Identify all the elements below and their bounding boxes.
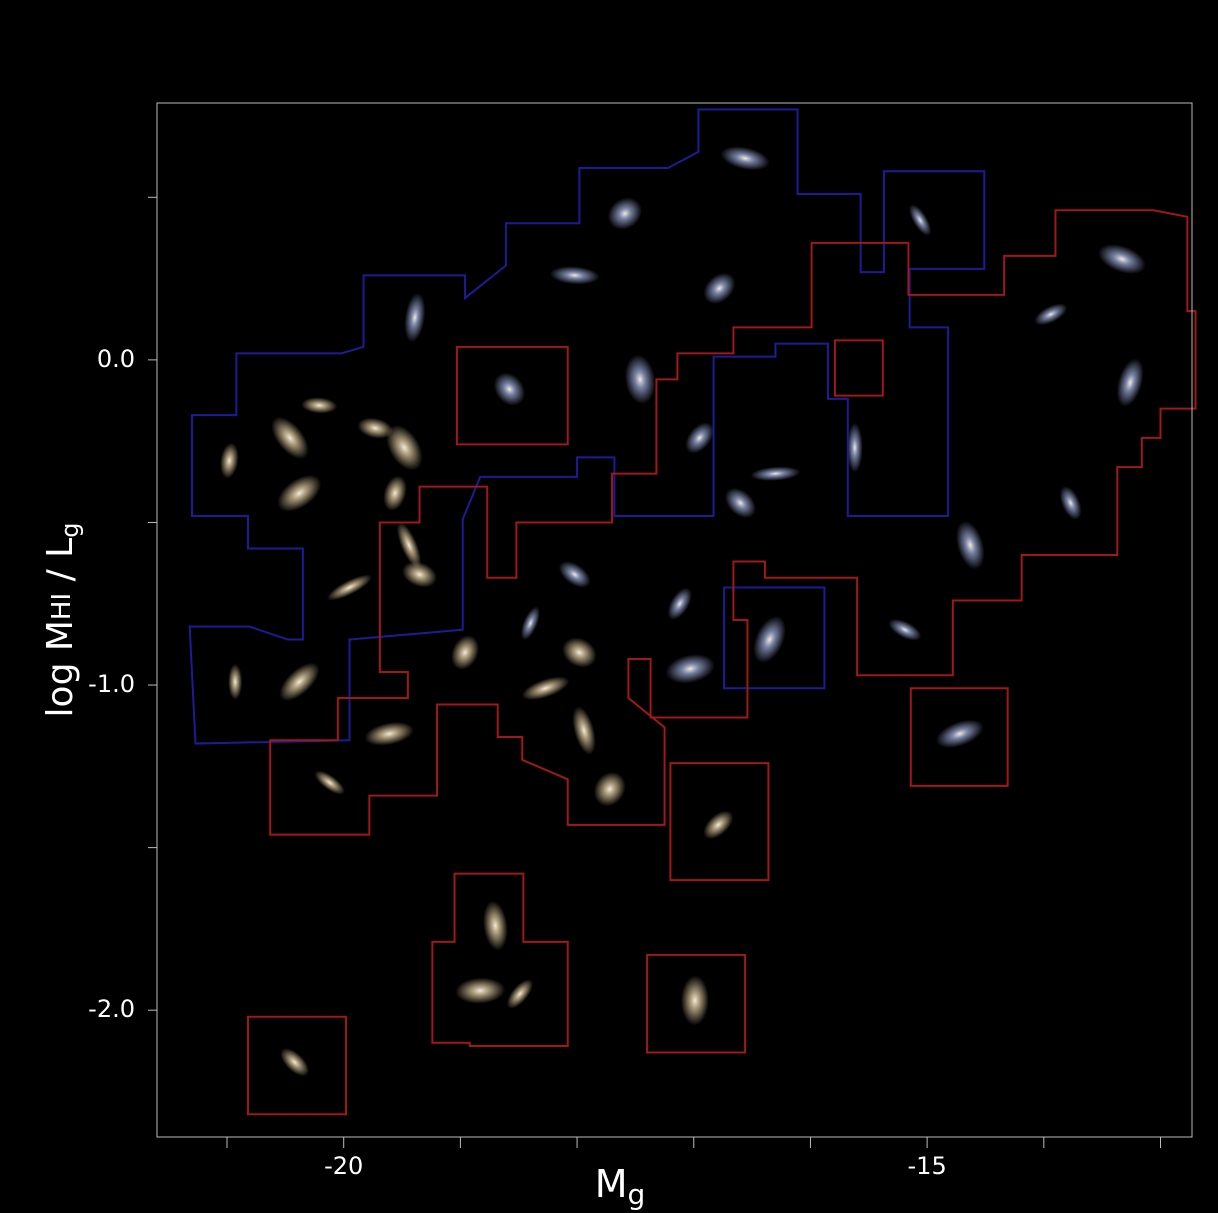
galaxy — [753, 615, 786, 664]
galaxy — [301, 397, 338, 414]
galaxy — [383, 475, 407, 511]
y-axis-label: log MHI / Lg — [40, 523, 84, 718]
galaxy — [685, 422, 714, 454]
y-label-part: / L — [40, 538, 81, 593]
galaxy — [667, 587, 692, 620]
galaxy — [549, 266, 600, 285]
galaxy — [1059, 486, 1082, 520]
outline — [833, 339, 884, 397]
galaxy — [703, 272, 736, 304]
galaxy — [455, 977, 506, 1004]
plot-frame — [156, 102, 1193, 1138]
galaxy — [593, 771, 626, 807]
galaxy — [402, 561, 437, 588]
galaxy — [888, 618, 922, 641]
outline — [269, 209, 1197, 836]
galaxy — [386, 424, 423, 471]
y-label-part: log M — [40, 620, 81, 717]
galaxy — [935, 719, 984, 748]
galaxy — [720, 146, 770, 171]
y-label-part: g — [56, 523, 84, 538]
outline — [646, 953, 747, 1054]
galaxy — [607, 197, 642, 230]
galaxy — [493, 372, 526, 406]
galaxy — [1034, 303, 1068, 326]
outline — [723, 586, 826, 690]
galaxy — [506, 979, 533, 1009]
galaxy — [280, 1048, 310, 1077]
x-label-sub: g — [628, 1178, 646, 1211]
plot-area — [188, 108, 1197, 1116]
galaxy — [364, 722, 414, 746]
galaxy — [665, 654, 715, 684]
y-tick-label: -2.0 — [88, 995, 135, 1023]
y-label-part: HI — [47, 593, 77, 620]
galaxy — [1116, 358, 1144, 407]
x-tick-label: -20 — [324, 1152, 363, 1180]
galaxy — [314, 770, 345, 795]
outline — [669, 762, 770, 882]
y-tick-label: -1.0 — [88, 670, 135, 698]
galaxy — [271, 416, 309, 459]
galaxy — [451, 635, 480, 670]
galaxy — [228, 663, 243, 700]
galaxy — [956, 520, 985, 570]
galaxy — [357, 417, 393, 439]
galaxy — [521, 676, 570, 701]
galaxy — [404, 292, 426, 343]
galaxy — [277, 474, 322, 512]
galaxy — [724, 487, 756, 519]
galaxy — [220, 442, 239, 479]
galaxy — [750, 466, 801, 481]
galaxy — [558, 561, 591, 588]
galaxy — [483, 900, 508, 951]
galaxy — [279, 662, 320, 701]
galaxy — [562, 637, 597, 668]
galaxy — [572, 706, 596, 755]
outline — [431, 872, 569, 1047]
outline — [909, 687, 1009, 787]
galaxy — [909, 204, 932, 236]
x-label-main: M — [595, 1162, 628, 1206]
outline — [247, 1015, 348, 1116]
galaxy — [846, 422, 863, 473]
x-tick-label: -15 — [908, 1152, 947, 1180]
galaxy — [396, 521, 422, 569]
galaxy — [1098, 244, 1146, 274]
galaxy — [680, 975, 709, 1026]
galaxy — [624, 354, 656, 405]
x-axis-label: Mg — [595, 1162, 646, 1212]
galaxy — [327, 574, 373, 601]
galaxy — [520, 606, 540, 641]
y-tick-label: 0.0 — [97, 345, 135, 373]
outline — [455, 345, 569, 446]
galaxy — [703, 810, 734, 840]
